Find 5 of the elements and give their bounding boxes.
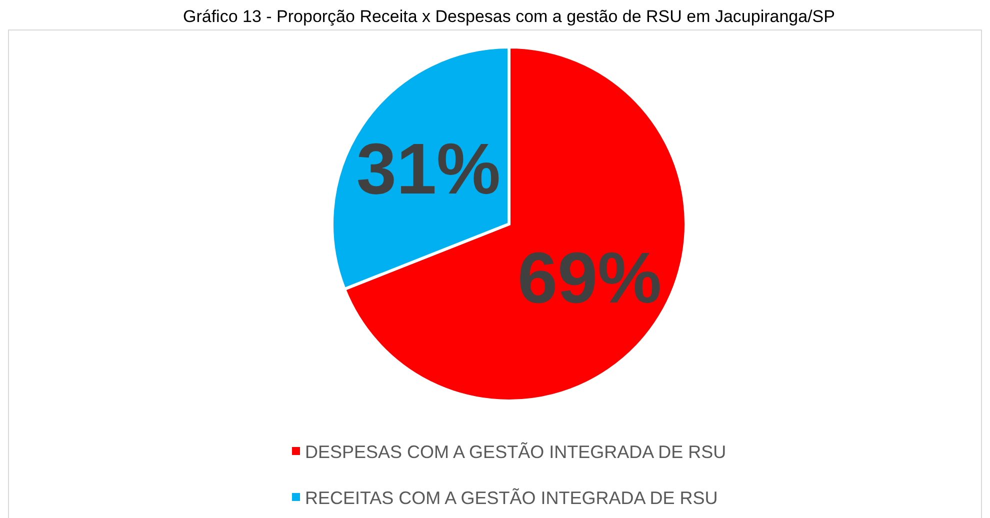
chart-title: Gráfico 13 - Proporção Receita x Despesas com a gestão de RSU em Jacupiranga/SP [183,7,835,26]
legend-label: RECEITAS COM A GESTÃO INTEGRADA DE RSU [305,488,718,508]
legend-label: DESPESAS COM A GESTÃO INTEGRADA DE RSU [305,442,726,462]
data-label: 69% [517,238,662,319]
data-label: 31% [356,129,501,210]
